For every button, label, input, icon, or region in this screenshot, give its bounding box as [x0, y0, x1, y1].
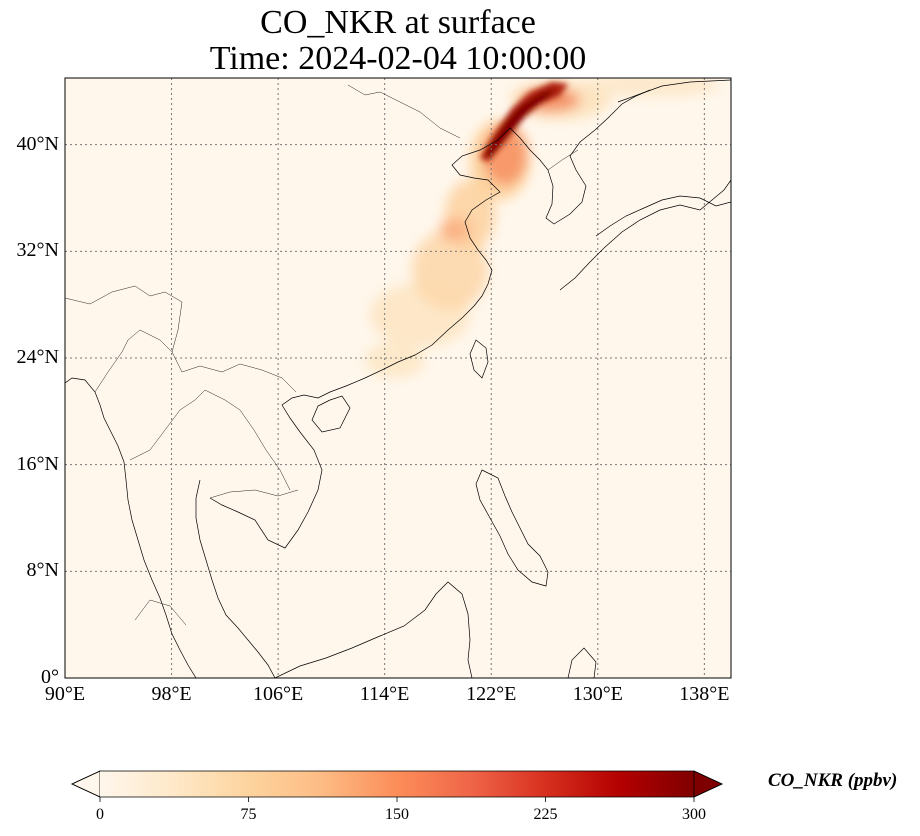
coastline-east-asia — [209, 89, 651, 549]
lat-tick-label: 0° — [41, 666, 59, 688]
lon-tick-label: 98°E — [151, 683, 192, 705]
border-china-south — [65, 285, 297, 393]
colorbar-tick-label: 300 — [682, 806, 706, 823]
coastline-japan-north — [595, 195, 731, 237]
border-korea — [547, 149, 579, 171]
pollution-haze — [365, 78, 720, 378]
colorbar-tick-label: 75 — [240, 806, 257, 823]
lon-tick-label: 130°E — [572, 683, 623, 705]
coastline-far-east — [617, 79, 731, 103]
lat-tick-label: 40°N — [16, 132, 59, 155]
country-borders — [65, 84, 579, 626]
lon-tick-label: 138°E — [679, 683, 730, 705]
lat-tick-label: 24°N — [16, 346, 59, 368]
map-frame — [64, 77, 732, 679]
lon-tick-label: 106°E — [253, 683, 304, 705]
lon-tick-label: 114°E — [359, 683, 410, 705]
lat-tick-label: 32°N — [16, 239, 59, 262]
sulawesi-north — [567, 647, 597, 678]
map-subtitle-time: Time: 2024-02-04 10:00:00 — [209, 40, 587, 77]
map-panel — [65, 78, 731, 678]
lat-tick-label: 8°N — [26, 559, 59, 582]
colorbar-gradient — [100, 771, 694, 797]
colorbar-tick-label: 0 — [96, 806, 104, 823]
borneo-coast — [274, 581, 473, 678]
coastlines — [65, 79, 731, 678]
colorbar — [71, 770, 723, 802]
border-thailand-laos — [129, 389, 291, 491]
lon-tick-label: 90°E — [44, 683, 86, 705]
border-mongolia — [347, 84, 461, 139]
hainan-island — [311, 395, 351, 433]
coastline-bay-of-bengal — [65, 377, 197, 678]
gridlines — [65, 78, 731, 678]
border-cambodia — [209, 489, 299, 499]
colorbar-extend-low — [71, 770, 101, 798]
taiwan-island — [469, 339, 489, 379]
map-title: CO_NKR at surface — [260, 4, 536, 41]
border-sumatra — [134, 599, 187, 626]
coastline-japan-south — [559, 179, 731, 291]
colorbar-tick-label: 150 — [385, 806, 409, 823]
border-myanmar — [94, 329, 173, 393]
colorbar-label: CO_NKR (ppbv) — [768, 770, 898, 791]
philippines — [475, 469, 549, 587]
concentration-field — [365, 78, 720, 378]
lon-tick-label: 122°E — [466, 683, 517, 705]
map-background — [65, 78, 731, 678]
pollution-hotspot — [480, 82, 568, 162]
colorbar-extend-high — [693, 770, 723, 798]
colorbar-tick-marks — [99, 797, 695, 802]
colorbar-tick-label: 225 — [533, 806, 558, 823]
lat-tick-label: 16°N — [16, 452, 59, 475]
coastline-malay-peninsula — [195, 479, 276, 678]
